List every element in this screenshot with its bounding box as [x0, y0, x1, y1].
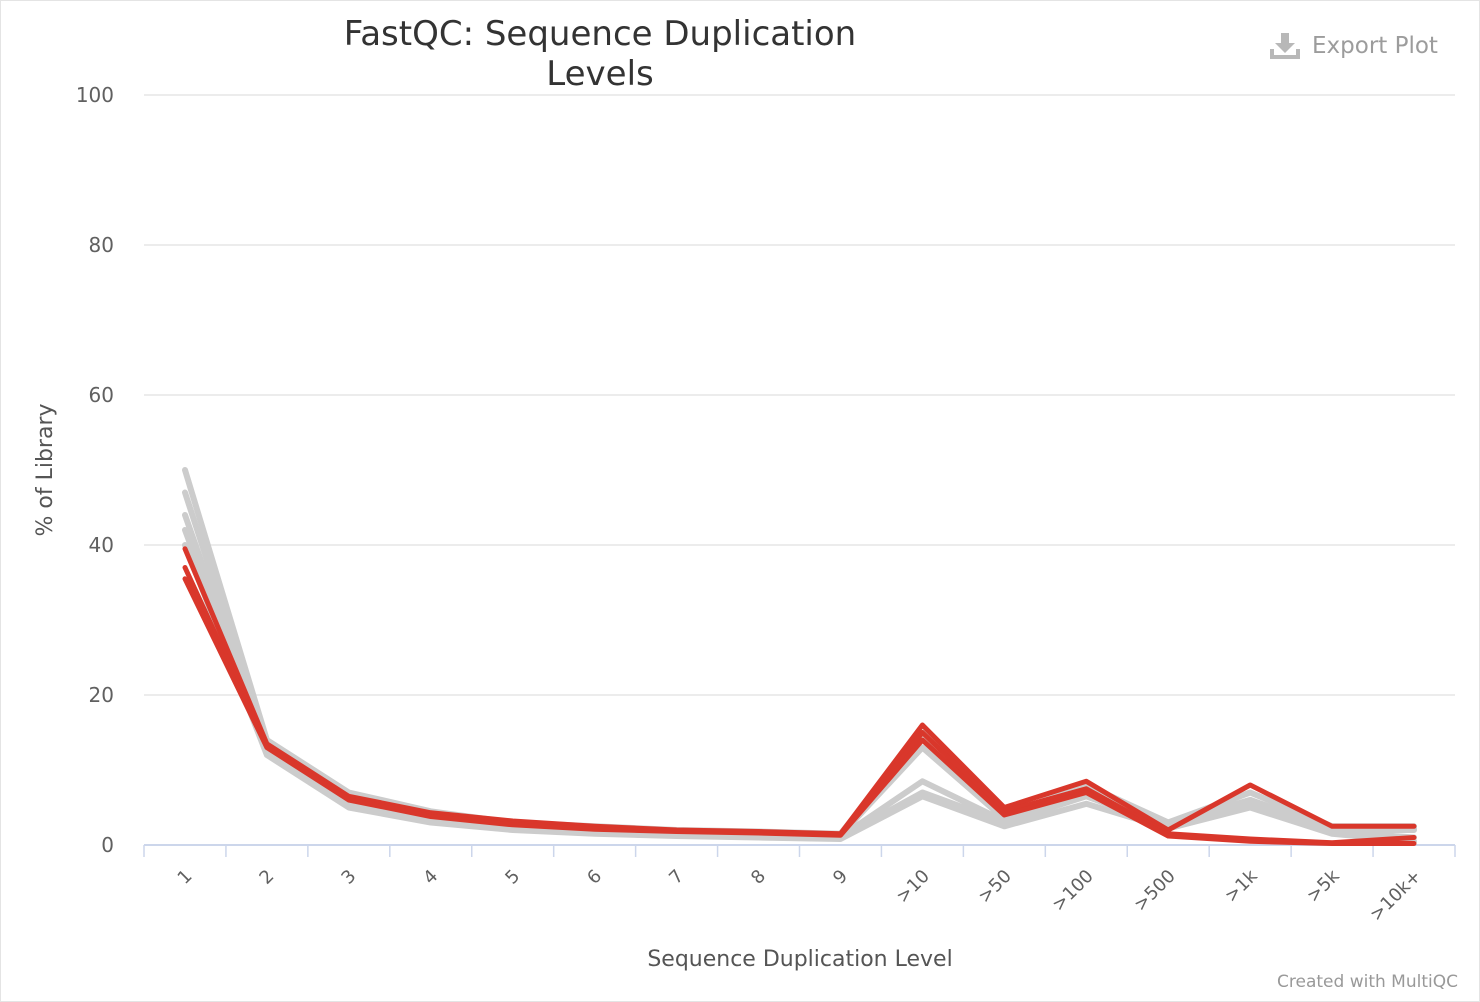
x-tick-label: 7 — [665, 866, 688, 889]
x-axis: 1 2 3 4 5 6 7 8 9 >10 >50 >100 >500 >1k >5k >10k+ — [143, 844, 1456, 926]
y-tick-label: 20 — [89, 683, 114, 707]
pass-sample-line[interactable] — [182, 467, 1417, 837]
y-tick-label: 0 — [101, 833, 114, 857]
download-icon — [1270, 33, 1300, 59]
series-layer — [182, 467, 1417, 846]
x-tick-label: >500 — [1130, 866, 1180, 916]
y-axis-title: % of Library — [33, 403, 58, 536]
pass-sample-line[interactable] — [182, 542, 1417, 845]
y-tick-label: 80 — [89, 233, 114, 257]
y-tick-label: 40 — [89, 533, 114, 557]
gridlines — [144, 94, 1455, 696]
created-with-credit[interactable]: Created with MultiQC — [1277, 972, 1458, 992]
x-tick-label: 5 — [501, 866, 524, 889]
x-tick-label: >10k+ — [1366, 866, 1426, 926]
pass-series-group — [182, 467, 1417, 845]
x-tick-label: >5k — [1303, 865, 1344, 906]
fail-series-group — [182, 546, 1417, 846]
x-axis-title: Sequence Duplication Level — [647, 947, 952, 972]
x-tick-label: 8 — [747, 866, 770, 889]
x-tick-label: 2 — [255, 866, 278, 889]
x-tick-label: 4 — [419, 866, 442, 889]
x-tick-label: 3 — [337, 866, 360, 889]
y-axis-ticks: 0 20 40 60 80 100 — [76, 83, 114, 857]
export-plot-button[interactable]: Export Plot — [1268, 28, 1438, 64]
pass-sample-line[interactable] — [182, 489, 1417, 839]
x-tick-label: >1k — [1221, 865, 1262, 906]
y-tick-label: 100 — [76, 83, 114, 107]
export-plot-label: Export Plot — [1312, 33, 1438, 59]
x-tick-label: >50 — [974, 866, 1016, 908]
fail-sample-line[interactable] — [182, 576, 1417, 846]
y-tick-label: 60 — [89, 383, 114, 407]
x-tick-label: 9 — [829, 866, 852, 889]
chart-title: FastQC: Sequence Duplication Levels — [343, 14, 857, 94]
x-tick-label: 6 — [583, 866, 606, 889]
fail-sample-line[interactable] — [182, 546, 1417, 837]
x-tick-label: >100 — [1048, 866, 1098, 916]
pass-sample-line[interactable] — [182, 512, 1417, 840]
x-tick-label: >10 — [892, 866, 934, 908]
pass-sample-line[interactable] — [182, 527, 1417, 841]
x-tick-label: 1 — [174, 866, 197, 889]
